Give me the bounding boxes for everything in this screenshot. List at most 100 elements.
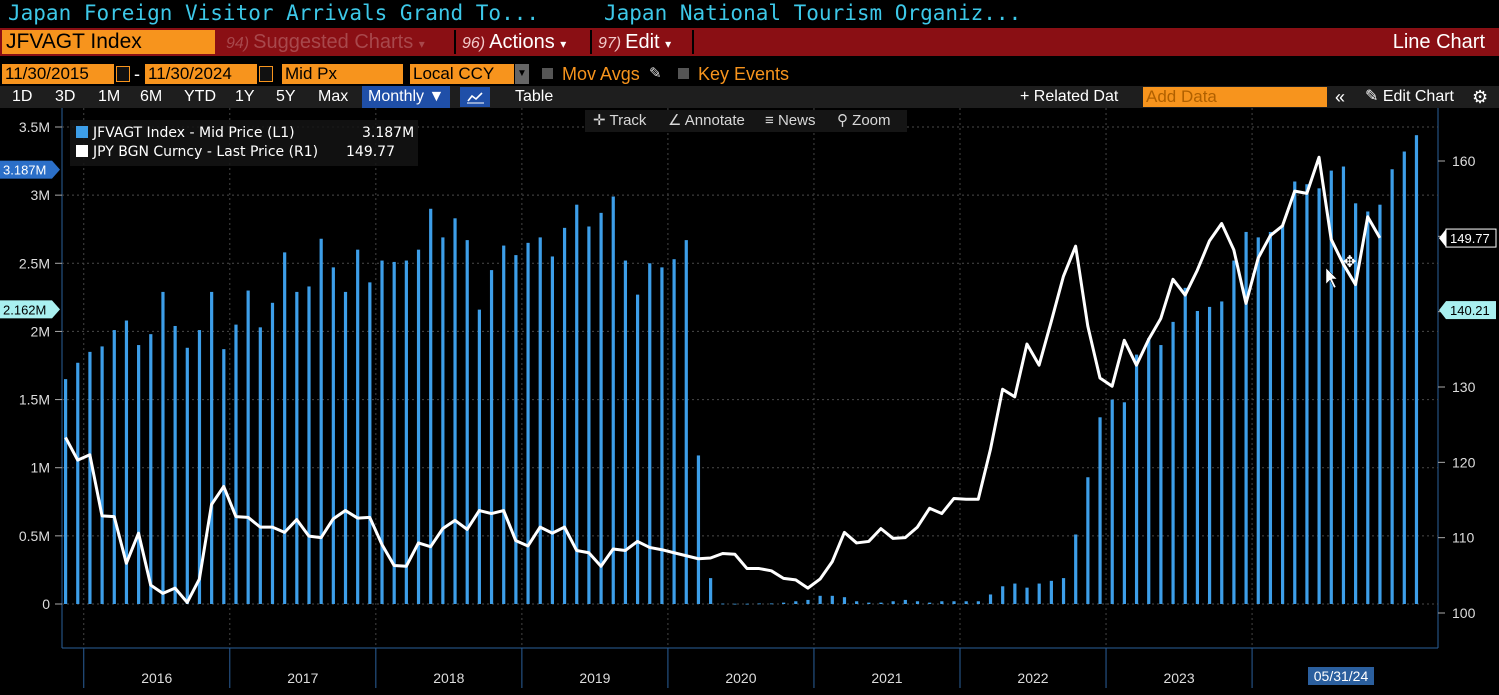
- bar[interactable]: [538, 237, 542, 605]
- bar[interactable]: [1378, 204, 1382, 604]
- bar[interactable]: [1122, 402, 1126, 604]
- bar[interactable]: [307, 286, 311, 604]
- bar[interactable]: [1414, 135, 1419, 605]
- bar[interactable]: [672, 259, 676, 604]
- range-button-5y[interactable]: 5Y: [276, 88, 296, 105]
- start-date-field[interactable]: 11/30/2015: [2, 64, 114, 84]
- chart-canvas[interactable]: 00.5M1M1.5M2M2.5M3M3.5M10011012013014015…: [0, 108, 1499, 695]
- bar[interactable]: [149, 334, 153, 604]
- bar[interactable]: [575, 204, 579, 604]
- range-button-max[interactable]: Max: [318, 88, 349, 105]
- bar[interactable]: [745, 603, 749, 605]
- bar[interactable]: [915, 601, 920, 604]
- bar[interactable]: [1134, 354, 1139, 604]
- bar[interactable]: [587, 226, 591, 604]
- legend-item-line[interactable]: JPY BGN Curncy - Last Price (R1): [76, 143, 318, 161]
- related-data-button[interactable]: + Related Dat: [1020, 88, 1119, 105]
- edit-menu[interactable]: 97) Edit ▾: [598, 31, 672, 53]
- bar[interactable]: [368, 282, 372, 604]
- bar[interactable]: [283, 252, 287, 604]
- calendar-icon[interactable]: [259, 66, 273, 82]
- bar[interactable]: [526, 242, 530, 605]
- bar[interactable]: [660, 267, 664, 604]
- bar[interactable]: [1232, 260, 1236, 604]
- range-button-ytd[interactable]: YTD: [184, 88, 216, 105]
- bar[interactable]: [1086, 477, 1090, 604]
- line-chart-button[interactable]: [460, 87, 490, 107]
- bar[interactable]: [988, 594, 993, 604]
- bar[interactable]: [879, 602, 883, 604]
- bar[interactable]: [441, 237, 445, 605]
- ticker-field[interactable]: JFVAGT Index: [2, 30, 215, 54]
- bar[interactable]: [100, 346, 104, 604]
- bar[interactable]: [1207, 306, 1212, 604]
- range-button-3d[interactable]: 3D: [55, 88, 76, 105]
- bar[interactable]: [855, 601, 859, 604]
- bar[interactable]: [769, 603, 774, 605]
- annotate-tool[interactable]: ∠ Annotate: [668, 112, 745, 129]
- bar[interactable]: [1171, 321, 1175, 604]
- bar[interactable]: [684, 240, 688, 605]
- pencil-icon[interactable]: ✎: [649, 65, 662, 82]
- range-button-1m[interactable]: 1M: [98, 88, 121, 105]
- source-title[interactable]: Japan National Tourism Organiz...: [604, 1, 1022, 25]
- bar[interactable]: [550, 256, 554, 604]
- bar[interactable]: [1025, 587, 1029, 604]
- range-button-1y[interactable]: 1Y: [235, 88, 255, 105]
- bar[interactable]: [210, 291, 214, 604]
- bar[interactable]: [489, 270, 494, 604]
- add-data-field[interactable]: Add Data: [1143, 87, 1327, 107]
- legend-item-bars[interactable]: JFVAGT Index - Mid Price (L1): [76, 124, 295, 142]
- currency-select[interactable]: Local CCY: [410, 64, 514, 84]
- bar[interactable]: [124, 320, 129, 604]
- range-button-6m[interactable]: 6M: [140, 88, 163, 105]
- bar[interactable]: [319, 238, 323, 605]
- bar[interactable]: [343, 291, 348, 604]
- bar[interactable]: [112, 330, 116, 604]
- bar[interactable]: [295, 291, 299, 604]
- bar[interactable]: [867, 602, 871, 604]
- bar[interactable]: [1098, 417, 1102, 604]
- bar[interactable]: [161, 291, 165, 604]
- bar[interactable]: [782, 602, 786, 604]
- bar[interactable]: [599, 212, 603, 605]
- bar[interactable]: [514, 255, 518, 604]
- bar[interactable]: [64, 379, 68, 604]
- bar[interactable]: [976, 601, 980, 604]
- track-tool[interactable]: ✛ Track: [593, 112, 647, 129]
- suggested-charts-menu[interactable]: 94) Suggested Charts ▾: [226, 31, 425, 53]
- bar[interactable]: [794, 601, 798, 604]
- bar[interactable]: [1001, 586, 1005, 604]
- chevron-down-icon[interactable]: ▼: [515, 64, 529, 84]
- bar[interactable]: [1183, 287, 1187, 604]
- bar[interactable]: [1268, 231, 1273, 604]
- bar[interactable]: [696, 455, 701, 604]
- zoom-tool[interactable]: ⚲ Zoom: [837, 112, 891, 129]
- bar[interactable]: [185, 347, 189, 604]
- bar[interactable]: [903, 599, 907, 604]
- bar[interactable]: [465, 240, 469, 605]
- bar[interactable]: [416, 249, 421, 604]
- key-events-checkbox[interactable]: [678, 68, 689, 79]
- bar[interactable]: [733, 603, 737, 605]
- news-tool[interactable]: ≡ News: [765, 112, 816, 129]
- price-field-select[interactable]: Mid Px: [282, 64, 403, 84]
- bar[interactable]: [721, 603, 725, 605]
- bar[interactable]: [1366, 211, 1370, 605]
- range-button-1d[interactable]: 1D: [12, 88, 33, 105]
- bar[interactable]: [356, 249, 360, 604]
- bar[interactable]: [1195, 310, 1200, 604]
- bar[interactable]: [709, 578, 713, 604]
- bar[interactable]: [818, 595, 822, 604]
- bar[interactable]: [928, 602, 932, 604]
- bar[interactable]: [234, 324, 238, 604]
- bar[interactable]: [964, 601, 968, 604]
- bar[interactable]: [173, 325, 177, 604]
- security-title[interactable]: Japan Foreign Visitor Arrivals Grand To.…: [8, 1, 540, 25]
- bar[interactable]: [635, 294, 640, 604]
- bar[interactable]: [1281, 225, 1285, 604]
- mov-avgs-checkbox[interactable]: [542, 68, 553, 79]
- bar[interactable]: [1305, 184, 1309, 604]
- bar[interactable]: [331, 267, 335, 604]
- bar[interactable]: [1317, 188, 1321, 604]
